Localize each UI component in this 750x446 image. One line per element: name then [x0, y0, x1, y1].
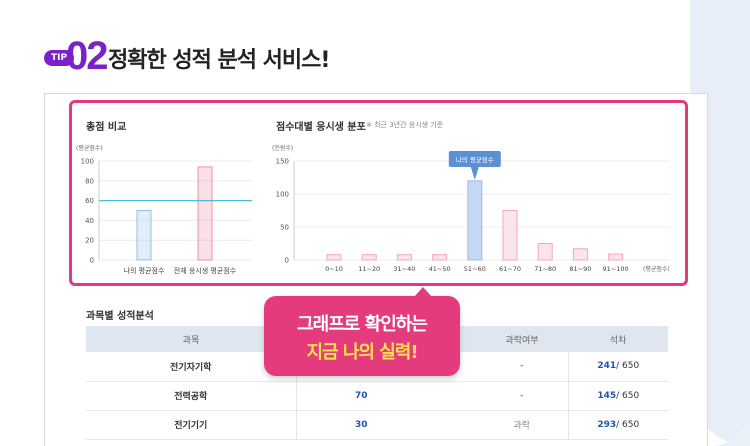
y-tick-label: 150: [276, 158, 289, 166]
x-axis-unit: (평균점수): [643, 265, 670, 273]
x-tick-label: 나의 평균점수: [124, 266, 165, 275]
y-tick-label: 60: [85, 197, 94, 205]
x-tick-label: 11~20: [358, 265, 380, 273]
subject-blank: [426, 410, 476, 440]
bubble-line-1: 그래프로 확인하는: [297, 314, 428, 335]
subject-name: 전기자기학: [86, 352, 296, 382]
x-tick-label: 0~10: [325, 265, 343, 273]
page-headline: 정확한 성적 분석 서비스!: [108, 48, 330, 73]
subject-name: 전력공학: [86, 381, 296, 411]
subject-blank: [426, 381, 476, 411]
subject-rank: 241: [597, 361, 617, 372]
dist-chart-title: 점수대별 응시생 분포: [276, 122, 366, 133]
y-tick-label: 100: [81, 158, 94, 166]
dist-bar: [432, 254, 448, 261]
col-subject: 과목: [86, 326, 296, 352]
x-tick-label: 전체 응시생 평균점수: [174, 266, 237, 275]
total-chart-title: 총점 비교: [86, 122, 127, 133]
x-tick-label: 51~60: [464, 265, 486, 273]
y-tick-label: 0: [285, 257, 289, 265]
callout-bubble: 그래프로 확인하는 지금 나의 실력!: [264, 287, 460, 376]
col-rank: 석차: [568, 326, 668, 352]
subject-rank: 145: [597, 390, 617, 401]
y-tick-label: 20: [85, 237, 94, 245]
x-tick-label: 41~50: [429, 265, 451, 273]
table-row: 전력공학 70 - 145/ 650: [86, 381, 668, 411]
dist-bar: [361, 254, 377, 261]
tip-badge: TIP: [44, 50, 74, 66]
subject-rank: 293: [597, 419, 617, 430]
x-tick-label: 91~100: [603, 265, 629, 273]
subject-fail: -: [476, 381, 568, 411]
x-tick-label: 71~80: [534, 265, 556, 273]
chart-highlight-frame: [69, 100, 688, 286]
dist-bar: [502, 210, 518, 261]
col-fail: 과락여부: [476, 326, 568, 352]
table-row: 전기기기 30 과락 293/ 650: [86, 410, 668, 440]
dist-chart-note: ※ 최근 3년간 응시생 기준: [366, 121, 444, 129]
subject-rank-cell: 293/ 650: [567, 410, 668, 440]
tip-label: 02 TIP: [44, 36, 108, 78]
subject-fail: -: [476, 352, 568, 382]
subject-score: 30: [295, 410, 426, 440]
y-tick-label: 50: [280, 224, 289, 232]
dist-bar: [537, 243, 553, 261]
y-tick-label: 40: [85, 217, 94, 225]
total-bar: [197, 166, 213, 261]
dist-bar: [608, 253, 624, 261]
subject-score: 70: [295, 381, 426, 411]
y-tick-label: 100: [276, 191, 289, 199]
y-tick-label: 80: [85, 177, 94, 185]
dist-chart-unit: (인원수): [272, 145, 294, 152]
subject-total: / 650: [616, 361, 640, 372]
my-score-callout-pointer: [470, 167, 479, 180]
subject-total: / 650: [616, 419, 640, 430]
subject-total: / 650: [616, 390, 640, 401]
x-tick-label: 81~90: [569, 265, 591, 273]
dist-bar: [326, 254, 342, 261]
subject-rank-cell: 241/ 650: [567, 352, 668, 382]
bubble-line-2: 지금 나의 실력!: [306, 342, 418, 363]
x-tick-label: 61~70: [499, 265, 521, 273]
subject-name: 전기기기: [86, 410, 296, 440]
subject-section-title: 과목별 성적분석: [86, 311, 154, 322]
dist-bar: [467, 180, 483, 261]
total-bar: [136, 210, 152, 261]
dist-bar: [396, 254, 412, 261]
my-score-callout: [448, 151, 501, 167]
dist-bar: [572, 248, 588, 261]
subject-rank-cell: 145/ 650: [567, 381, 668, 411]
total-chart-unit: (평균점수): [76, 145, 103, 152]
my-score-callout-label: 나의 평균점수: [456, 155, 494, 164]
subject-fail: 과락: [476, 410, 568, 440]
x-tick-label: 31~40: [393, 265, 415, 273]
y-tick-label: 0: [90, 257, 94, 265]
